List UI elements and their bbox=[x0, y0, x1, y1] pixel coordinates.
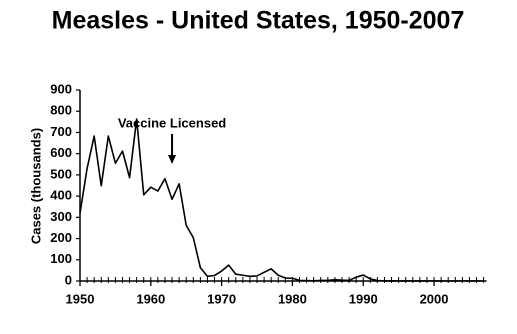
y-tick-label: 700 bbox=[50, 124, 72, 139]
y-axis-label: Cases (thousands) bbox=[28, 128, 43, 244]
y-tick-label: 200 bbox=[50, 230, 72, 245]
x-tick-label: 1950 bbox=[66, 291, 95, 306]
x-tick-label: 1970 bbox=[207, 291, 236, 306]
y-tick-label: 100 bbox=[50, 251, 72, 266]
annotation-arrowhead bbox=[168, 155, 177, 164]
y-tick-label: 500 bbox=[50, 166, 72, 181]
annotation: Vaccine Licensed bbox=[118, 115, 226, 130]
line-series bbox=[79, 118, 484, 282]
y-tick-label: 600 bbox=[50, 145, 72, 160]
y-tick-label: 900 bbox=[50, 81, 72, 96]
x-tick-label: 1990 bbox=[349, 291, 378, 306]
x-tick-label: 1960 bbox=[136, 291, 165, 306]
x-tick-label: 1980 bbox=[278, 291, 307, 306]
y-tick-label: 300 bbox=[50, 209, 72, 224]
y-tick-label: 0 bbox=[65, 272, 72, 287]
x-tick-label: 2000 bbox=[420, 291, 449, 306]
y-tick-label: 400 bbox=[50, 188, 72, 203]
chart-title: Measles - United States, 1950-2007 bbox=[52, 7, 465, 35]
y-tick-label: 800 bbox=[50, 103, 72, 118]
